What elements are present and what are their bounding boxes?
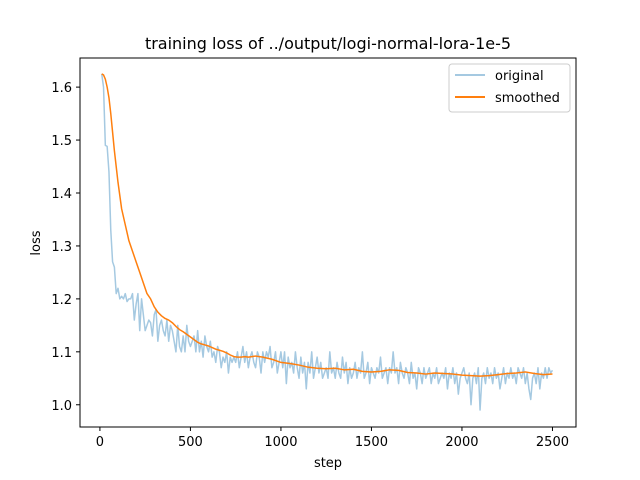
x-tick-label: 0 — [96, 435, 104, 450]
legend-box — [448, 63, 571, 113]
y-tick-label: 1.2 — [51, 293, 72, 308]
y-tick-label: 1.3 — [51, 240, 72, 255]
x-tick-label: 1000 — [264, 435, 297, 450]
series-line-smoothed — [101, 73, 553, 377]
y-axis-label: loss — [29, 230, 44, 255]
x-tick-label: 500 — [178, 435, 203, 450]
x-tick-label: 1500 — [355, 435, 388, 450]
legend: original smoothed — [448, 63, 571, 113]
y-tick-label: 1.1 — [51, 346, 72, 361]
y-tick-label: 1.0 — [51, 399, 72, 414]
chart-title: training loss of ../output/logi-normal-l… — [145, 34, 511, 53]
series-layer — [100, 73, 554, 411]
x-tick-label: 2000 — [445, 435, 478, 450]
x-axis: 0 500 1000 1500 2000 2500 — [96, 427, 569, 450]
plot-frame — [79, 57, 577, 428]
legend-label-original: original — [495, 69, 544, 84]
x-axis-label: step — [314, 456, 342, 471]
legend-label-smoothed: smoothed — [495, 91, 560, 106]
y-tick-label: 1.6 — [51, 81, 72, 96]
x-tick-label: 2500 — [536, 435, 569, 450]
y-axis: 1.0 1.1 1.2 1.3 1.4 1.5 1.6 — [51, 81, 80, 414]
y-tick-label: 1.4 — [51, 187, 72, 202]
y-tick-label: 1.5 — [51, 134, 72, 149]
